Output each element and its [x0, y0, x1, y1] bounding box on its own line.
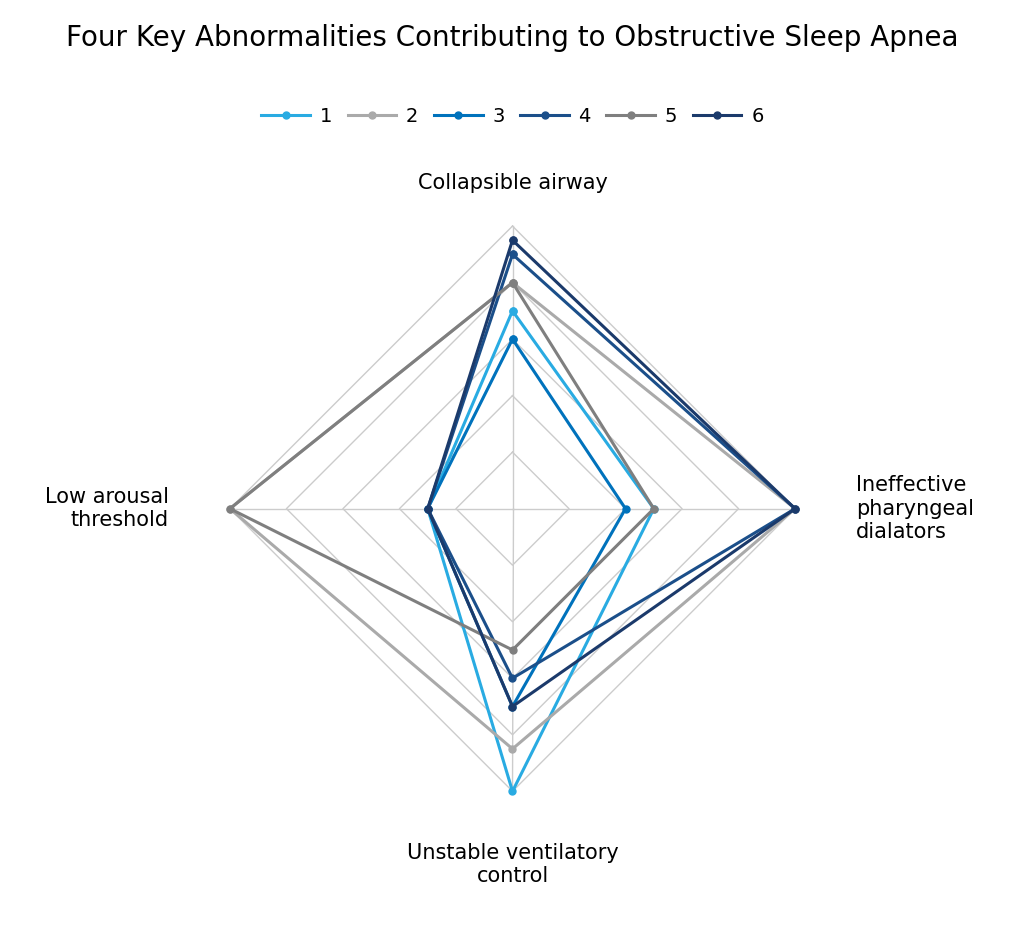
Text: Ineffective
pharyngeal
dialators: Ineffective pharyngeal dialators [856, 476, 975, 542]
Legend: 1, 2, 3, 4, 5, 6: 1, 2, 3, 4, 5, 6 [253, 99, 772, 134]
Text: Unstable ventilatory
control: Unstable ventilatory control [407, 843, 618, 886]
Text: Low arousal
threshold: Low arousal threshold [45, 487, 169, 530]
Text: Four Key Abnormalities Contributing to Obstructive Sleep Apnea: Four Key Abnormalities Contributing to O… [67, 24, 958, 52]
Text: Collapsible airway: Collapsible airway [417, 173, 608, 193]
